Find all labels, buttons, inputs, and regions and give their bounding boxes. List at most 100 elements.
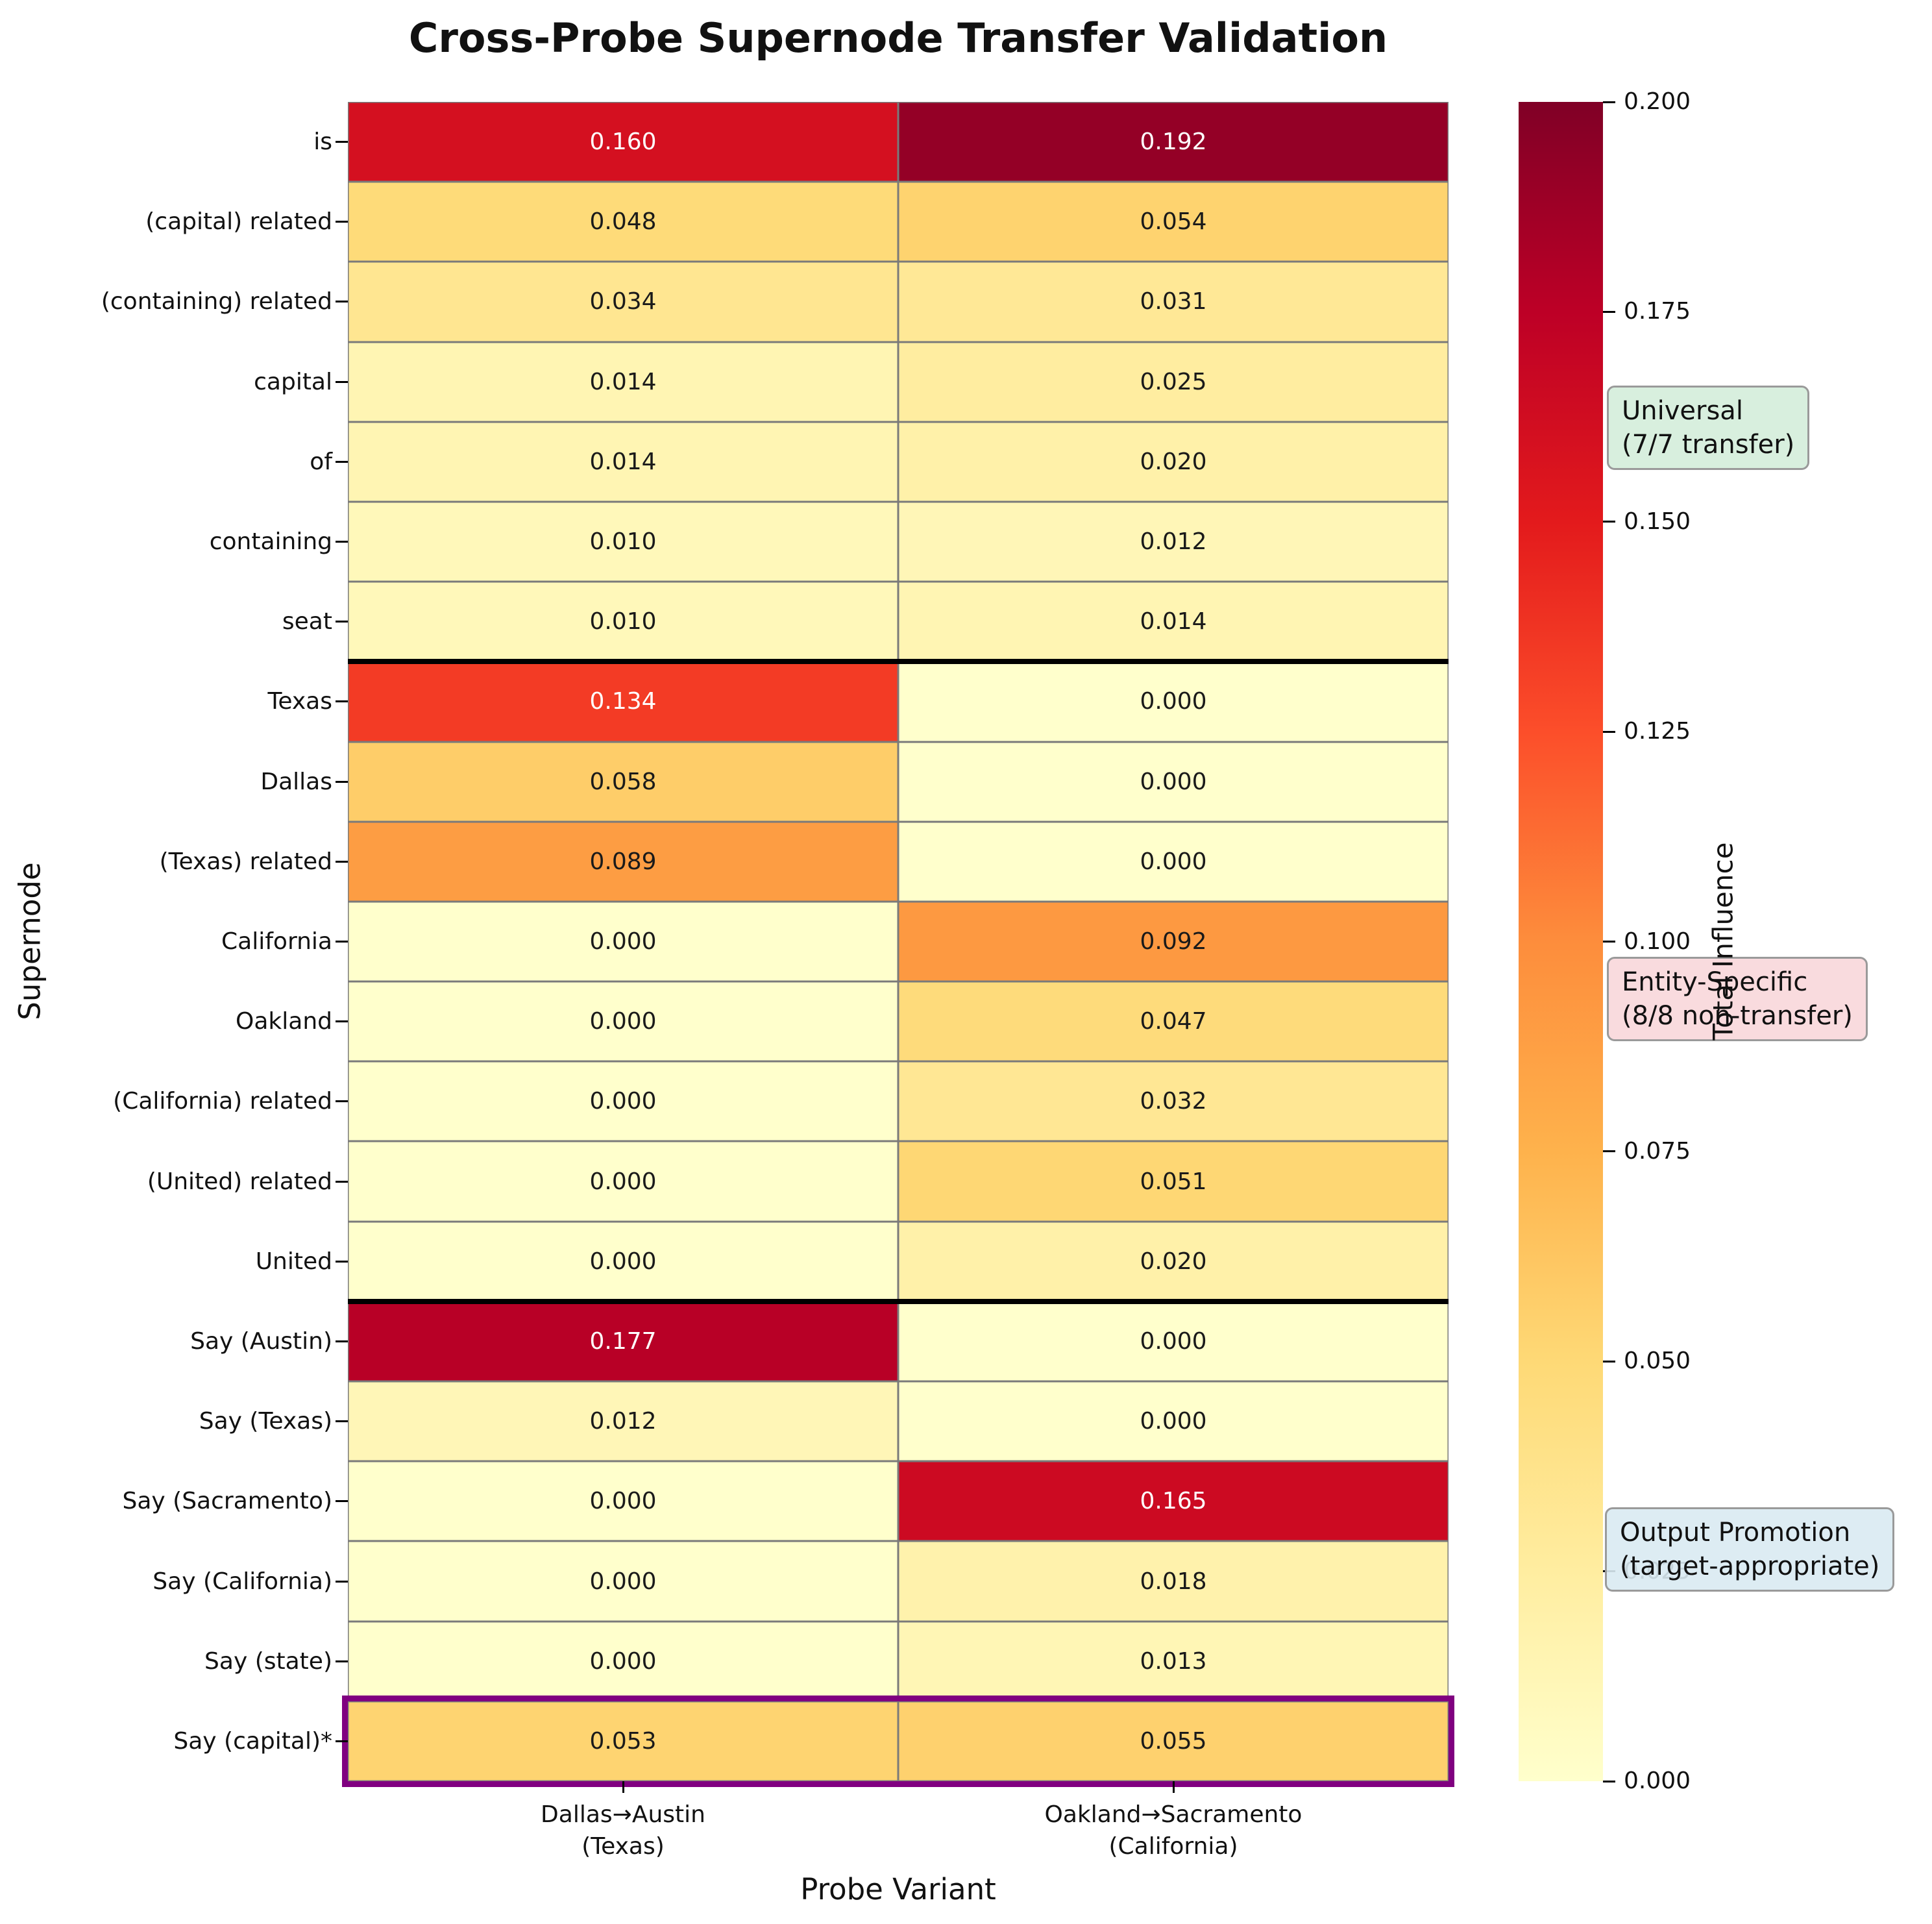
y-tick-label: Texas <box>267 688 332 715</box>
colorbar-tick-label: 0.150 <box>1624 508 1691 535</box>
heatmap-cell: 0.089 <box>348 821 898 902</box>
colorbar-tick-label: 0.100 <box>1624 928 1691 955</box>
heatmap-cell: 0.000 <box>348 1541 898 1622</box>
annotation-output-promotion: Output Promotion (target-appropriate) <box>1605 1507 1895 1592</box>
y-tick-mark <box>336 621 348 623</box>
y-tick-label: Say (capital)* <box>173 1727 332 1755</box>
y-tick-label: Oakland <box>236 1008 332 1035</box>
heatmap-cell: 0.000 <box>348 1461 898 1542</box>
y-tick-mark <box>336 1180 348 1183</box>
y-tick-label: (Texas) related <box>159 848 332 875</box>
y-tick-mark <box>336 941 348 943</box>
colorbar-tick-mark <box>1603 730 1615 733</box>
x-axis-label: Probe Variant <box>800 1872 996 1906</box>
colorbar-tick-mark <box>1603 941 1615 943</box>
y-tick-label: of <box>310 448 332 475</box>
heatmap: 0.160 0.192 0.048 0.054 0.034 0.031 0.014 0.025… <box>342 102 1454 1787</box>
y-tick-mark <box>336 541 348 543</box>
y-tick-mark <box>336 1500 348 1503</box>
heatmap-cell: 0.000 <box>898 661 1449 742</box>
heatmap-cell: 0.160 <box>348 102 898 182</box>
heatmap-cell: 0.134 <box>348 661 898 742</box>
annotation-entity-specific: Entity-Specific (8/8 non-transfer) <box>1607 957 1868 1041</box>
colorbar-tick-label: 0.200 <box>1624 88 1691 115</box>
y-tick-label: Dallas <box>260 768 332 795</box>
x-tick-mark <box>622 1781 624 1793</box>
heatmap-cell: 0.165 <box>898 1461 1449 1542</box>
colorbar-tick-mark <box>1603 1150 1615 1153</box>
colorbar-tick-label: 0.050 <box>1624 1348 1691 1375</box>
y-tick-mark <box>336 1740 348 1742</box>
y-tick-mark <box>336 301 348 303</box>
x-tick-label: Dallas→Austin (Texas) <box>541 1801 705 1860</box>
y-tick-label: (California) related <box>113 1088 332 1115</box>
heatmap-cell: 0.013 <box>898 1621 1449 1701</box>
y-tick-mark <box>336 141 348 143</box>
y-tick-label: is <box>313 129 332 156</box>
highlight-row-box <box>342 1695 1454 1787</box>
y-tick-mark <box>336 1660 348 1662</box>
heatmap-cell: 0.051 <box>898 1141 1449 1222</box>
colorbar-tick-label: 0.000 <box>1624 1768 1691 1794</box>
colorbar <box>1519 102 1603 1781</box>
y-tick-label: Say (state) <box>204 1647 332 1675</box>
y-tick-mark <box>336 700 348 703</box>
y-tick-mark <box>336 1420 348 1423</box>
heatmap-cell: 0.047 <box>898 981 1449 1062</box>
y-tick-mark <box>336 1100 348 1103</box>
heatmap-cell: 0.014 <box>348 421 898 502</box>
heatmap-cell: 0.010 <box>348 582 898 662</box>
heatmap-cell: 0.020 <box>898 421 1449 502</box>
heatmap-cell: 0.000 <box>898 821 1449 902</box>
heatmap-cell: 0.058 <box>348 741 898 822</box>
y-tick-mark <box>336 1340 348 1342</box>
colorbar-tick-label: 0.075 <box>1624 1137 1691 1165</box>
y-tick-label: capital <box>254 368 332 395</box>
heatmap-cell: 0.031 <box>898 262 1449 342</box>
y-tick-mark <box>336 221 348 223</box>
colorbar-tick-mark <box>1603 1780 1615 1782</box>
heatmap-cell: 0.014 <box>348 341 898 422</box>
heatmap-cell: 0.048 <box>348 182 898 262</box>
y-tick-label: Say (California) <box>153 1568 332 1595</box>
y-tick-label: (United) related <box>147 1168 332 1195</box>
heatmap-cell: 0.000 <box>898 1301 1449 1382</box>
heatmap-cell: 0.053 <box>348 1701 898 1781</box>
heatmap-cell: 0.032 <box>898 1061 1449 1142</box>
heatmap-cell: 0.000 <box>898 1381 1449 1462</box>
heatmap-cell: 0.012 <box>898 501 1449 582</box>
heatmap-cell: 0.025 <box>898 341 1449 422</box>
heatmap-cell: 0.000 <box>898 741 1449 822</box>
heatmap-cell: 0.192 <box>898 102 1449 182</box>
heatmap-cell: 0.000 <box>348 901 898 982</box>
heatmap-cell: 0.034 <box>348 262 898 342</box>
y-tick-mark <box>336 460 348 463</box>
heatmap-cell: 0.000 <box>348 1061 898 1142</box>
group-separator-line <box>348 1298 1449 1304</box>
heatmap-cell: 0.000 <box>348 1221 898 1301</box>
heatmap-cell: 0.000 <box>348 1141 898 1222</box>
heatmap-cell: 0.054 <box>898 182 1449 262</box>
heatmap-cell: 0.000 <box>348 1621 898 1701</box>
y-tick-label: (capital) related <box>145 208 332 236</box>
y-tick-label: Say (Austin) <box>190 1327 332 1355</box>
y-tick-mark <box>336 860 348 863</box>
heatmap-cell: 0.092 <box>898 901 1449 982</box>
colorbar-tick-label: 0.125 <box>1624 718 1691 745</box>
heatmap-cell: 0.055 <box>898 1701 1449 1781</box>
y-tick-label: Say (Sacramento) <box>122 1488 333 1515</box>
y-tick-mark <box>336 780 348 783</box>
y-tick-label: United <box>255 1248 332 1275</box>
y-tick-label: Say (Texas) <box>199 1408 332 1435</box>
y-tick-label: (containing) related <box>101 288 332 315</box>
colorbar-tick-mark <box>1603 521 1615 523</box>
colorbar-tick-mark <box>1603 1360 1615 1363</box>
colorbar-label: Total Influence <box>1707 842 1739 1041</box>
heatmap-cell: 0.000 <box>348 981 898 1062</box>
x-tick-mark <box>1172 1781 1175 1793</box>
colorbar-tick-mark <box>1603 101 1615 103</box>
heatmap-cell: 0.010 <box>348 501 898 582</box>
y-tick-label: California <box>221 928 332 955</box>
group-separator-line <box>348 659 1449 665</box>
